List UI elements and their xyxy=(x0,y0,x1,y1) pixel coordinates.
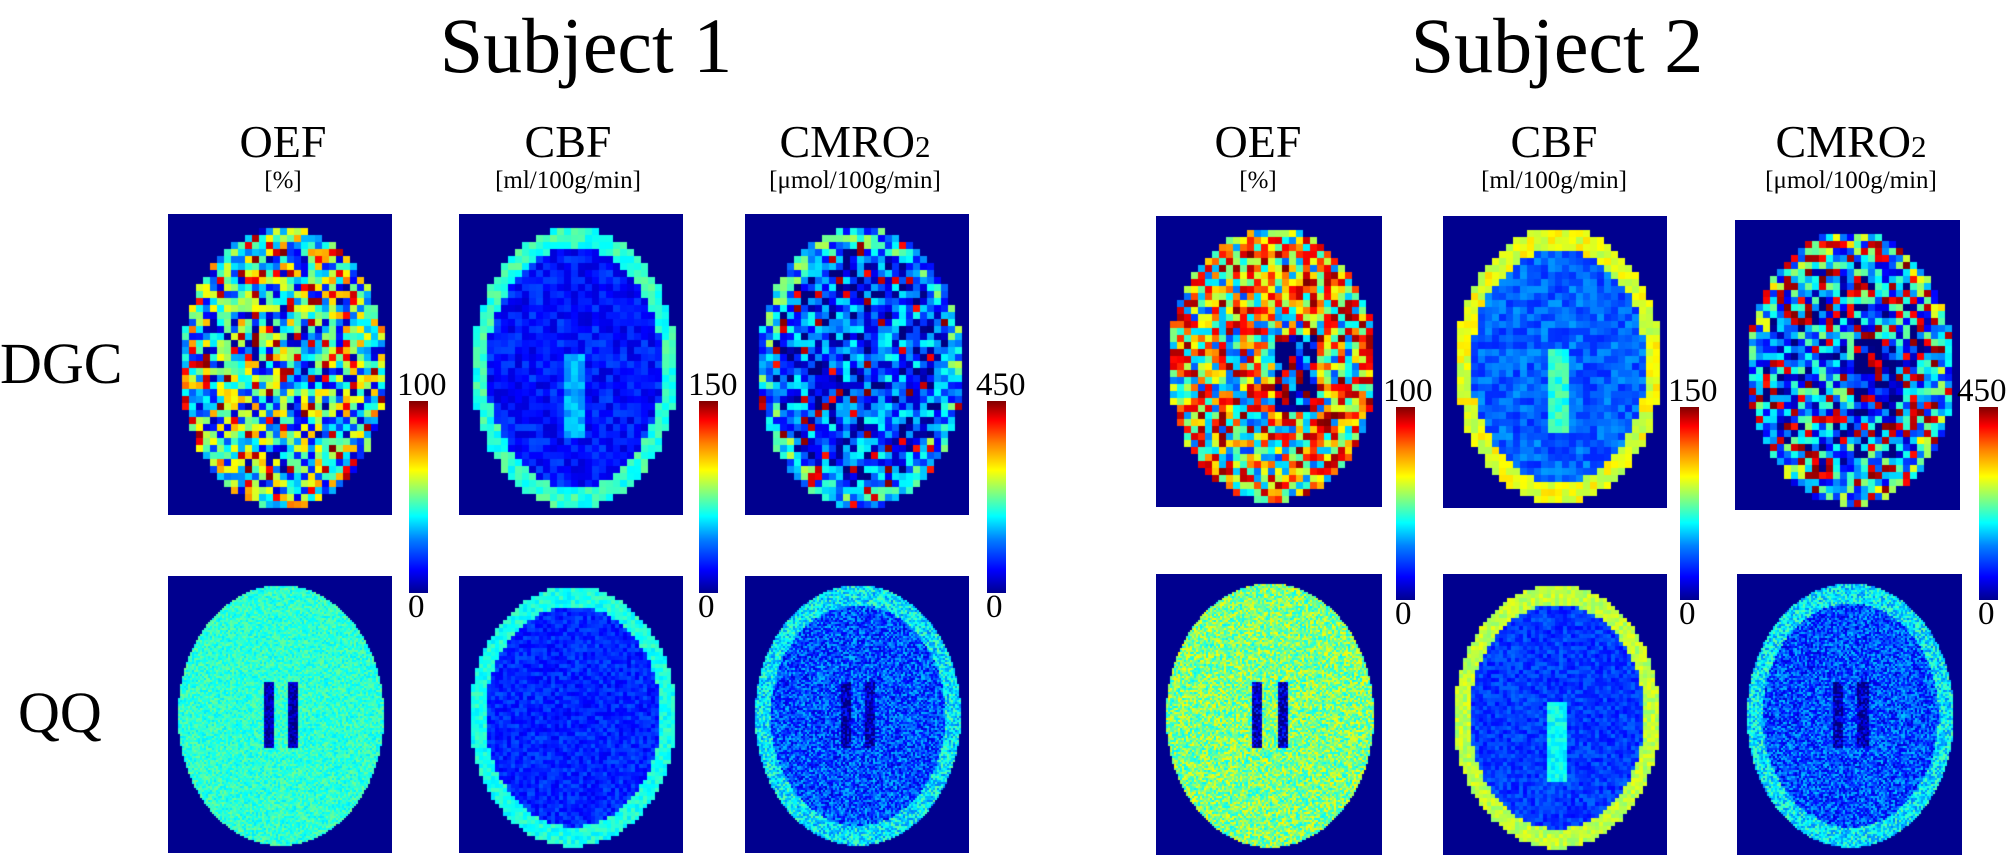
subject-2-title: Subject 2 xyxy=(1410,2,1704,89)
s2-oef-unit: [%] xyxy=(1239,167,1277,194)
colorbar-s2-oef-min: 0 xyxy=(1395,596,1412,632)
s1-cmro2-unit: [μmol/100g/min] xyxy=(769,167,941,194)
s2-oef-title: OEF xyxy=(1214,116,1302,167)
brain-map-s2-qq-cbf xyxy=(1443,574,1667,855)
brain-map-s1-qq-oef xyxy=(168,576,392,853)
s2-cbf-unit: [ml/100g/min] xyxy=(1481,167,1627,194)
s1-cmro2-title: CMRO2 xyxy=(779,116,931,167)
brain-map-s2-dgc-oef xyxy=(1156,216,1382,507)
colorbar-s1-cbf-min: 0 xyxy=(698,589,715,625)
row-label-dgc: DGC xyxy=(0,331,123,396)
colorbar-s2-cmro2 xyxy=(1979,407,1998,600)
s1-cbf-unit: [ml/100g/min] xyxy=(495,167,641,194)
brain-map-s1-qq-cmro2 xyxy=(745,576,969,853)
s2-cmro2-unit: [μmol/100g/min] xyxy=(1765,167,1937,194)
colorbar-s1-cmro2-max: 450 xyxy=(976,367,1026,403)
colorbar-s2-cbf-max: 150 xyxy=(1668,373,1718,409)
brain-map-s1-dgc-oef xyxy=(168,214,392,515)
s1-oef-title: OEF xyxy=(239,116,327,167)
colorbar-s1-cmro2-min: 0 xyxy=(986,589,1003,625)
colorbar-s2-oef-max: 100 xyxy=(1383,373,1433,409)
colorbar-s1-cbf xyxy=(699,401,718,593)
brain-map-s2-dgc-cbf xyxy=(1443,216,1667,508)
row-label-qq: QQ xyxy=(18,680,102,745)
s1-oef-unit: [%] xyxy=(264,167,302,194)
colorbar-s2-cbf xyxy=(1680,407,1699,600)
colorbar-s1-oef xyxy=(409,401,428,593)
colorbar-s1-cbf-max: 150 xyxy=(688,367,738,403)
colorbar-s2-cmro2-max: 450 xyxy=(1957,373,2007,409)
colorbar-s1-oef-max: 100 xyxy=(397,367,447,403)
colorbar-s2-cmro2-min: 0 xyxy=(1978,596,1995,632)
brain-map-s1-dgc-cbf xyxy=(459,214,683,515)
brain-map-s2-qq-oef xyxy=(1156,574,1382,855)
brain-map-s2-dgc-cmro2 xyxy=(1735,220,1960,510)
colorbar-s2-oef xyxy=(1396,407,1415,600)
brain-map-s1-qq-cbf xyxy=(459,576,683,853)
colorbar-s2-cbf-min: 0 xyxy=(1679,596,1696,632)
colorbar-s1-oef-min: 0 xyxy=(408,589,425,625)
brain-map-s2-qq-cmro2 xyxy=(1737,574,1962,855)
s1-cbf-title: CBF xyxy=(524,116,612,167)
colorbar-s1-cmro2 xyxy=(987,401,1006,593)
subject-1-title: Subject 1 xyxy=(439,2,733,89)
s2-cbf-title: CBF xyxy=(1510,116,1598,167)
brain-map-s1-dgc-cmro2 xyxy=(745,214,969,515)
s2-cmro2-title: CMRO2 xyxy=(1775,116,1927,167)
